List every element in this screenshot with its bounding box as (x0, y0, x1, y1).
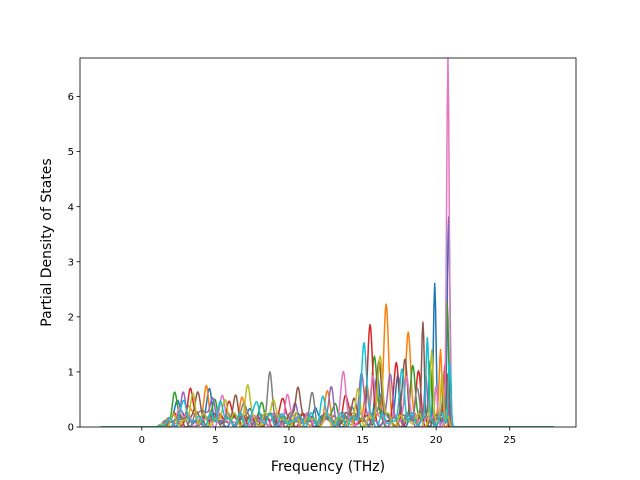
series-line (100, 58, 554, 427)
y-tick-label: 2 (68, 312, 74, 323)
plot-frame (79, 57, 577, 428)
y-tick-label: 5 (68, 147, 74, 158)
x-axis-label: Frequency (THz) (271, 459, 385, 475)
y-axis-label: Partial Density of States (39, 158, 55, 326)
series-layer (100, 58, 554, 427)
x-tick-label: 20 (430, 435, 443, 446)
x-tick-label: 25 (503, 435, 516, 446)
x-tick-label: 5 (212, 435, 218, 446)
y-tick-label: 3 (68, 257, 74, 268)
x-tick-label: 0 (139, 435, 145, 446)
y-tick-label: 0 (68, 423, 74, 434)
y-tick-label: 1 (68, 368, 74, 379)
x-axis: 0 5 10 15 20 25 (139, 427, 516, 446)
series-line (100, 216, 554, 427)
series-line (100, 336, 554, 427)
series-line (100, 303, 554, 427)
x-tick-label: 15 (356, 435, 369, 446)
y-tick-label: 4 (68, 202, 74, 213)
y-axis: 0 1 2 3 4 5 6 (68, 92, 80, 434)
x-tick-label: 10 (283, 435, 296, 446)
y-tick-label: 6 (68, 92, 74, 103)
